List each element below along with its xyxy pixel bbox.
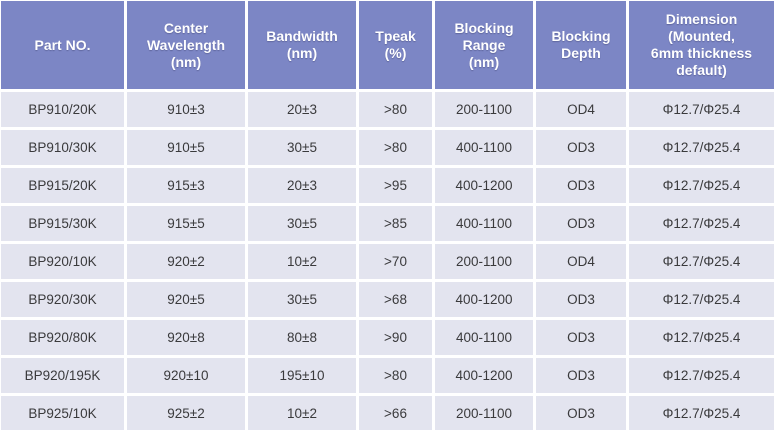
cell-center_wavelength: 915±5 [127,206,245,241]
column-header-dimension: Dimension (Mounted, 6mm thickness defaul… [629,1,774,89]
cell-blocking_range: 400-1200 [435,282,533,317]
table-row: BP915/20K 915±3 20±3 >95 400-1200 OD3 Φ12.7/Φ2… [1,168,774,203]
column-header-blocking-depth: Blocking Depth [536,1,626,89]
cell-part_no: BP925/10K [1,396,124,430]
cell-blocking_range: 400-1200 [435,358,533,393]
cell-tpeak: >68 [359,282,432,317]
cell-dimension: Φ12.7/Φ25.4 [629,92,774,127]
cell-blocking_depth: OD3 [536,320,626,355]
cell-dimension: Φ12.7/Φ25.4 [629,168,774,203]
cell-dimension: Φ12.7/Φ25.4 [629,396,774,430]
cell-blocking_range: 200-1100 [435,396,533,430]
cell-dimension: Φ12.7/Φ25.4 [629,282,774,317]
cell-center_wavelength: 920±5 [127,282,245,317]
column-header-part-no: Part NO. [1,1,124,89]
cell-tpeak: >90 [359,320,432,355]
cell-part_no: BP920/10K [1,244,124,279]
cell-dimension: Φ12.7/Φ25.4 [629,206,774,241]
table-body: BP910/20K 910±3 20±3 >80 200-1100 OD4 Φ12.7/Φ2… [1,92,774,430]
cell-tpeak: >85 [359,206,432,241]
cell-blocking_range: 200-1100 [435,92,533,127]
column-header-blocking-range: Blocking Range (nm) [435,1,533,89]
cell-tpeak: >80 [359,130,432,165]
cell-center_wavelength: 915±3 [127,168,245,203]
cell-tpeak: >80 [359,92,432,127]
cell-blocking_depth: OD3 [536,282,626,317]
cell-center_wavelength: 920±10 [127,358,245,393]
cell-dimension: Φ12.7/Φ25.4 [629,320,774,355]
cell-blocking_range: 400-1200 [435,168,533,203]
cell-bandwidth: 195±10 [248,358,356,393]
table-row: BP920/195K 920±10 195±10 >80 400-1200 OD3 Φ12.… [1,358,774,393]
cell-part_no: BP920/195K [1,358,124,393]
table-row: BP915/30K 915±5 30±5 >85 400-1100 OD3 Φ12.7/Φ2… [1,206,774,241]
cell-blocking_depth: OD3 [536,206,626,241]
cell-center_wavelength: 920±2 [127,244,245,279]
cell-bandwidth: 30±5 [248,130,356,165]
cell-dimension: Φ12.7/Φ25.4 [629,130,774,165]
cell-bandwidth: 30±5 [248,282,356,317]
table-row: BP910/30K 910±5 30±5 >80 400-1100 OD3 Φ12.7/Φ2… [1,130,774,165]
table-row: BP920/80K 920±8 80±8 >90 400-1100 OD3 Φ12.7/Φ2… [1,320,774,355]
table-row: BP925/10K 925±2 10±2 >66 200-1100 OD3 Φ12.7/Φ2… [1,396,774,430]
cell-blocking_depth: OD3 [536,396,626,430]
table-row: BP920/30K 920±5 30±5 >68 400-1200 OD3 Φ12.7/Φ2… [1,282,774,317]
cell-tpeak: >95 [359,168,432,203]
column-header-bandwidth: Bandwidth (nm) [248,1,356,89]
cell-center_wavelength: 925±2 [127,396,245,430]
cell-tpeak: >80 [359,358,432,393]
cell-tpeak: >66 [359,396,432,430]
cell-blocking_depth: OD3 [536,168,626,203]
cell-part_no: BP910/30K [1,130,124,165]
cell-bandwidth: 80±8 [248,320,356,355]
cell-dimension: Φ12.7/Φ25.4 [629,358,774,393]
cell-dimension: Φ12.7/Φ25.4 [629,244,774,279]
cell-part_no: BP920/80K [1,320,124,355]
cell-center_wavelength: 910±3 [127,92,245,127]
cell-center_wavelength: 910±5 [127,130,245,165]
cell-bandwidth: 30±5 [248,206,356,241]
cell-bandwidth: 10±2 [248,396,356,430]
column-header-center-wavelength: Center Wavelength (nm) [127,1,245,89]
cell-part_no: BP915/20K [1,168,124,203]
table-header: Part NO. Center Wavelength (nm) Bandwidt… [1,1,774,89]
cell-blocking_depth: OD3 [536,358,626,393]
cell-blocking_depth: OD4 [536,92,626,127]
cell-blocking_range: 400-1100 [435,130,533,165]
header-row: Part NO. Center Wavelength (nm) Bandwidt… [1,1,774,89]
column-header-tpeak: Tpeak (%) [359,1,432,89]
cell-tpeak: >70 [359,244,432,279]
cell-center_wavelength: 920±8 [127,320,245,355]
cell-part_no: BP910/20K [1,92,124,127]
cell-bandwidth: 10±2 [248,244,356,279]
table-row: BP910/20K 910±3 20±3 >80 200-1100 OD4 Φ12.7/Φ2… [1,92,774,127]
cell-part_no: BP920/30K [1,282,124,317]
cell-part_no: BP915/30K [1,206,124,241]
cell-blocking_range: 400-1100 [435,320,533,355]
cell-blocking_range: 400-1100 [435,206,533,241]
cell-bandwidth: 20±3 [248,168,356,203]
cell-blocking_depth: OD4 [536,244,626,279]
table-row: BP920/10K 920±2 10±2 >70 200-1100 OD4 Φ12.7/Φ2… [1,244,774,279]
cell-blocking_depth: OD3 [536,130,626,165]
cell-blocking_range: 200-1100 [435,244,533,279]
cell-bandwidth: 20±3 [248,92,356,127]
